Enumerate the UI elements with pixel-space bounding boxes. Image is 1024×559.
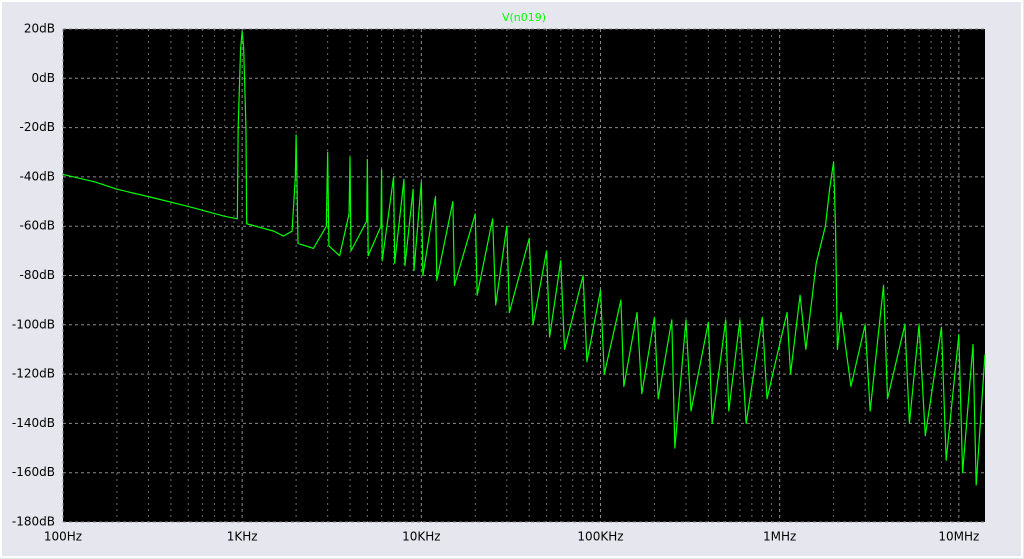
x-tick-label: 100KHz: [577, 530, 623, 544]
y-tick-label: 20dB: [24, 22, 55, 36]
trace: [62, 30, 986, 486]
y-tick-label: -120dB: [12, 367, 55, 381]
y-tick-label: 0dB: [32, 71, 55, 85]
y-tick-label: -100dB: [12, 317, 55, 331]
y-tick-label: -20dB: [20, 120, 55, 134]
x-tick-label: 100Hz: [44, 530, 82, 544]
x-tick-label: 10MHz: [938, 530, 979, 544]
y-tick-label: -40dB: [20, 169, 55, 183]
chart-title: V(n019): [502, 11, 546, 24]
y-tick-label: -80dB: [20, 268, 55, 282]
y-tick-label: -60dB: [20, 219, 55, 233]
y-tick-label: -160dB: [12, 465, 55, 479]
y-tick-label: -140dB: [12, 416, 55, 430]
y-tick-label: -180dB: [12, 515, 55, 529]
x-tick-label: 10KHz: [402, 530, 440, 544]
x-tick-label: 1KHz: [227, 530, 258, 544]
x-tick-label: 1MHz: [763, 530, 796, 544]
